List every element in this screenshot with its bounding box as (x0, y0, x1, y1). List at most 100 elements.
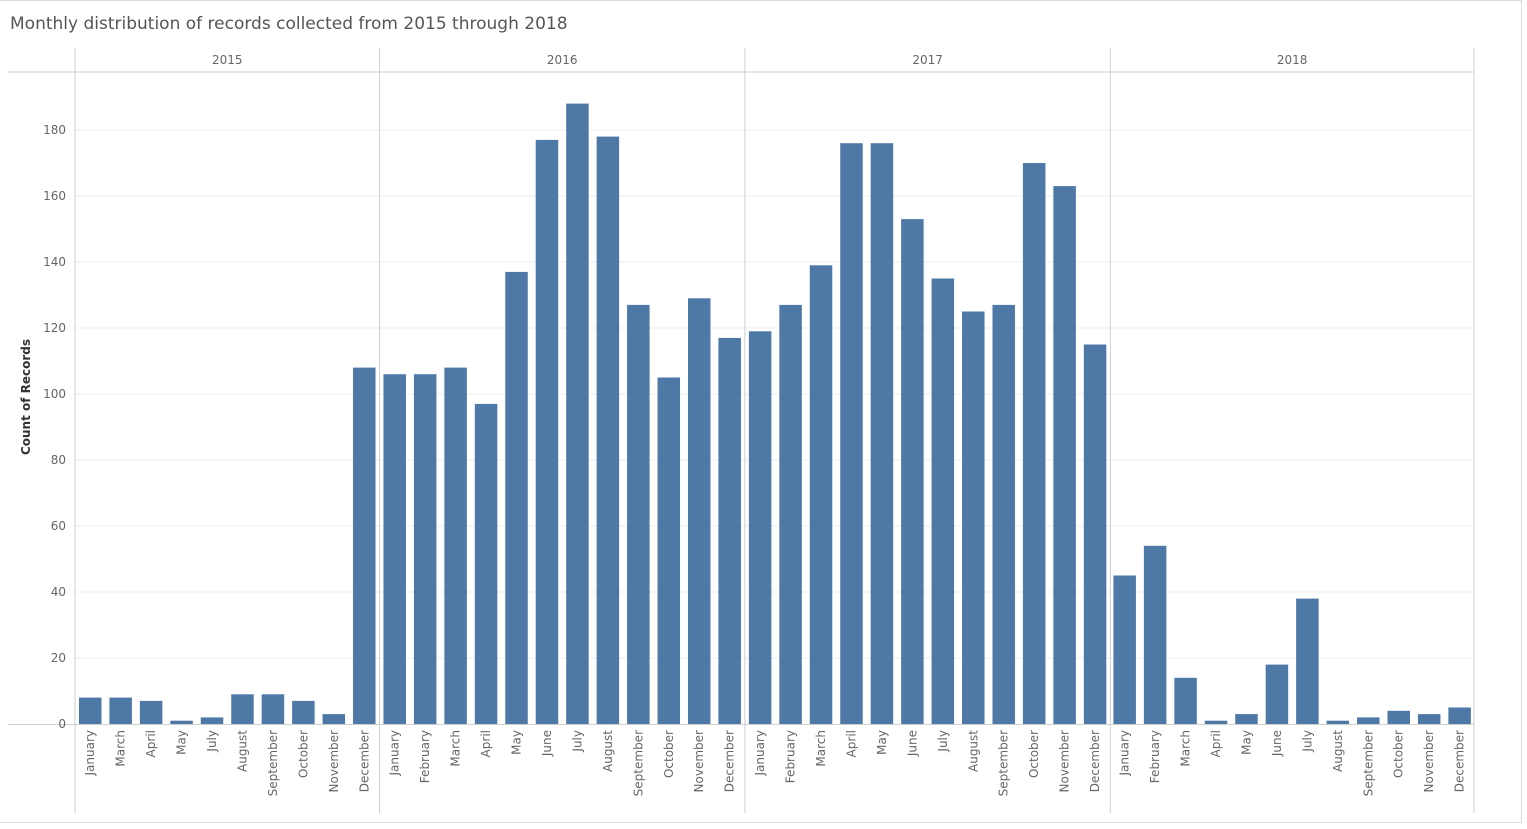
month-tick-label: August (235, 730, 249, 772)
y-tick-label: 120 (43, 321, 66, 335)
month-tick-label: April (144, 730, 158, 757)
month-tick-label: September (266, 730, 280, 796)
bar[interactable] (687, 298, 711, 724)
y-axis-label: Count of Records (19, 339, 33, 455)
bar[interactable] (535, 139, 559, 724)
month-tick-label: November (327, 730, 341, 792)
bar[interactable] (1204, 720, 1228, 724)
month-tick-label: February (784, 730, 798, 783)
year-header-label: 2016 (547, 53, 578, 67)
bar[interactable] (870, 143, 894, 724)
y-tick-label: 60 (51, 519, 66, 533)
bar[interactable] (931, 278, 955, 725)
bar[interactable] (1417, 714, 1441, 724)
bar[interactable] (1083, 344, 1107, 725)
bar[interactable] (748, 331, 772, 724)
bar[interactable] (596, 136, 620, 725)
bar[interactable] (1143, 545, 1167, 724)
month-tick-label: July (205, 730, 219, 753)
month-tick-label: February (1148, 730, 1162, 783)
month-tick-label: April (1209, 730, 1223, 757)
bar[interactable] (718, 337, 741, 724)
y-tick-label: 100 (43, 387, 66, 401)
month-tick-label: October (662, 730, 676, 778)
bar[interactable] (779, 304, 802, 724)
bar[interactable] (505, 271, 528, 724)
bar[interactable] (627, 304, 650, 724)
y-tick-label: 0 (58, 717, 66, 731)
month-tick-label: November (1058, 730, 1072, 792)
bar[interactable] (1235, 714, 1258, 724)
year-header-label: 2017 (912, 53, 943, 67)
y-tick-label: 40 (51, 585, 66, 599)
bar[interactable] (261, 694, 285, 724)
bar[interactable] (1448, 707, 1471, 725)
month-tick-label: April (479, 730, 493, 757)
month-tick-label: May (175, 730, 189, 755)
bar[interactable] (840, 143, 863, 724)
month-tick-label: September (1361, 730, 1375, 796)
bar[interactable] (901, 219, 924, 724)
bar[interactable] (962, 311, 985, 725)
month-tick-label: July (1300, 730, 1314, 753)
month-tick-label: August (1331, 730, 1345, 772)
bar[interactable] (1053, 186, 1076, 725)
month-tick-label: December (1088, 730, 1102, 792)
bar[interactable] (170, 720, 193, 724)
month-tick-label: August (966, 730, 980, 772)
month-tick-label: June (905, 730, 919, 757)
bar[interactable] (139, 700, 163, 724)
month-tick-label: October (1392, 730, 1406, 778)
month-tick-label: August (601, 730, 615, 772)
y-tick-label: 20 (51, 651, 66, 665)
bar[interactable] (322, 714, 346, 724)
month-tick-label: September (631, 730, 645, 796)
month-tick-label: January (1118, 730, 1132, 777)
month-tick-label: May (875, 730, 889, 755)
bar[interactable] (1326, 720, 1350, 724)
bar[interactable] (566, 103, 589, 725)
bar[interactable] (383, 374, 406, 724)
bar[interactable] (1265, 664, 1289, 724)
month-tick-label: May (1239, 730, 1253, 755)
bar[interactable] (1296, 598, 1319, 724)
month-tick-label: January (753, 730, 767, 777)
bar[interactable] (353, 367, 376, 724)
month-tick-label: December (1453, 730, 1467, 792)
bar[interactable] (413, 374, 437, 724)
month-tick-label: October (1027, 730, 1041, 778)
bar[interactable] (1357, 717, 1380, 724)
bar[interactable] (809, 265, 833, 724)
month-tick-label: May (510, 730, 524, 755)
bar[interactable] (1113, 575, 1136, 725)
month-tick-label: January (83, 730, 97, 777)
bar[interactable] (474, 403, 498, 724)
month-tick-label: March (449, 730, 463, 767)
bar[interactable] (292, 700, 315, 724)
month-tick-label: March (114, 730, 128, 767)
bar[interactable] (992, 304, 1015, 724)
month-tick-label: December (723, 730, 737, 792)
bar[interactable] (78, 697, 102, 724)
bar[interactable] (200, 717, 224, 724)
y-tick-label: 140 (43, 255, 66, 269)
month-tick-label: February (418, 730, 432, 783)
month-tick-label: November (1422, 730, 1436, 792)
month-tick-label: September (997, 730, 1011, 796)
y-tick-label: 180 (43, 123, 66, 137)
bar[interactable] (231, 694, 254, 724)
bar[interactable] (444, 367, 467, 724)
y-tick-label: 160 (43, 189, 66, 203)
month-tick-label: December (357, 730, 371, 792)
bar[interactable] (657, 377, 681, 725)
month-tick-label: July (936, 730, 950, 753)
bar[interactable] (109, 697, 132, 724)
month-tick-label: April (844, 730, 858, 757)
bar[interactable] (1022, 163, 1046, 724)
month-tick-label: October (296, 730, 310, 778)
bar[interactable] (1387, 710, 1410, 724)
year-header-label: 2015 (212, 53, 243, 67)
bar[interactable] (1174, 677, 1197, 724)
month-tick-label: March (814, 730, 828, 767)
